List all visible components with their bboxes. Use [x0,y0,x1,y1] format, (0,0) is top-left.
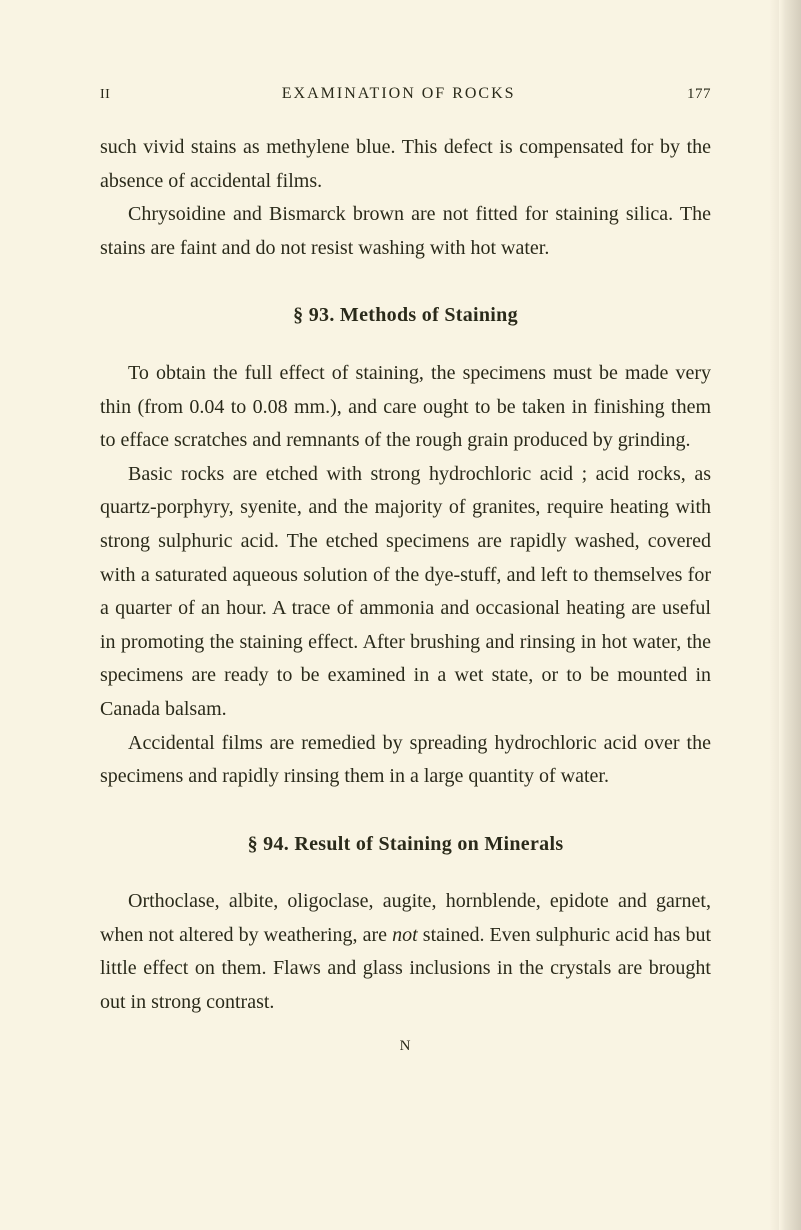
paragraph: Accidental films are remedied by spreadi… [100,727,711,794]
paragraph: To obtain the full effect of staining, t… [100,357,711,458]
page-edge-shadow [779,0,801,1230]
paragraph: Chrysoidine and Bismarck brown are not f… [100,198,711,265]
running-title: EXAMINATION OF ROCKS [282,85,516,103]
italic-text: not [392,924,418,946]
chapter-number: II [100,87,110,103]
page-edge-shadow [769,0,779,1230]
section-heading-94: § 94. Result of Staining on Minerals [100,828,711,862]
paragraph: such vivid stains as methylene blue. Thi… [100,131,711,198]
paragraph: Basic rocks are etched with strong hydro… [100,458,711,727]
running-header: II EXAMINATION OF ROCKS 177 [100,85,711,103]
page-body: such vivid stains as methylene blue. Thi… [100,131,711,1059]
section-heading-93: § 93. Methods of Staining [100,299,711,333]
signature-mark: N [100,1034,711,1059]
paragraph: Orthoclase, albite, oligoclase, augite, … [100,885,711,1019]
page-number: 177 [687,86,711,103]
